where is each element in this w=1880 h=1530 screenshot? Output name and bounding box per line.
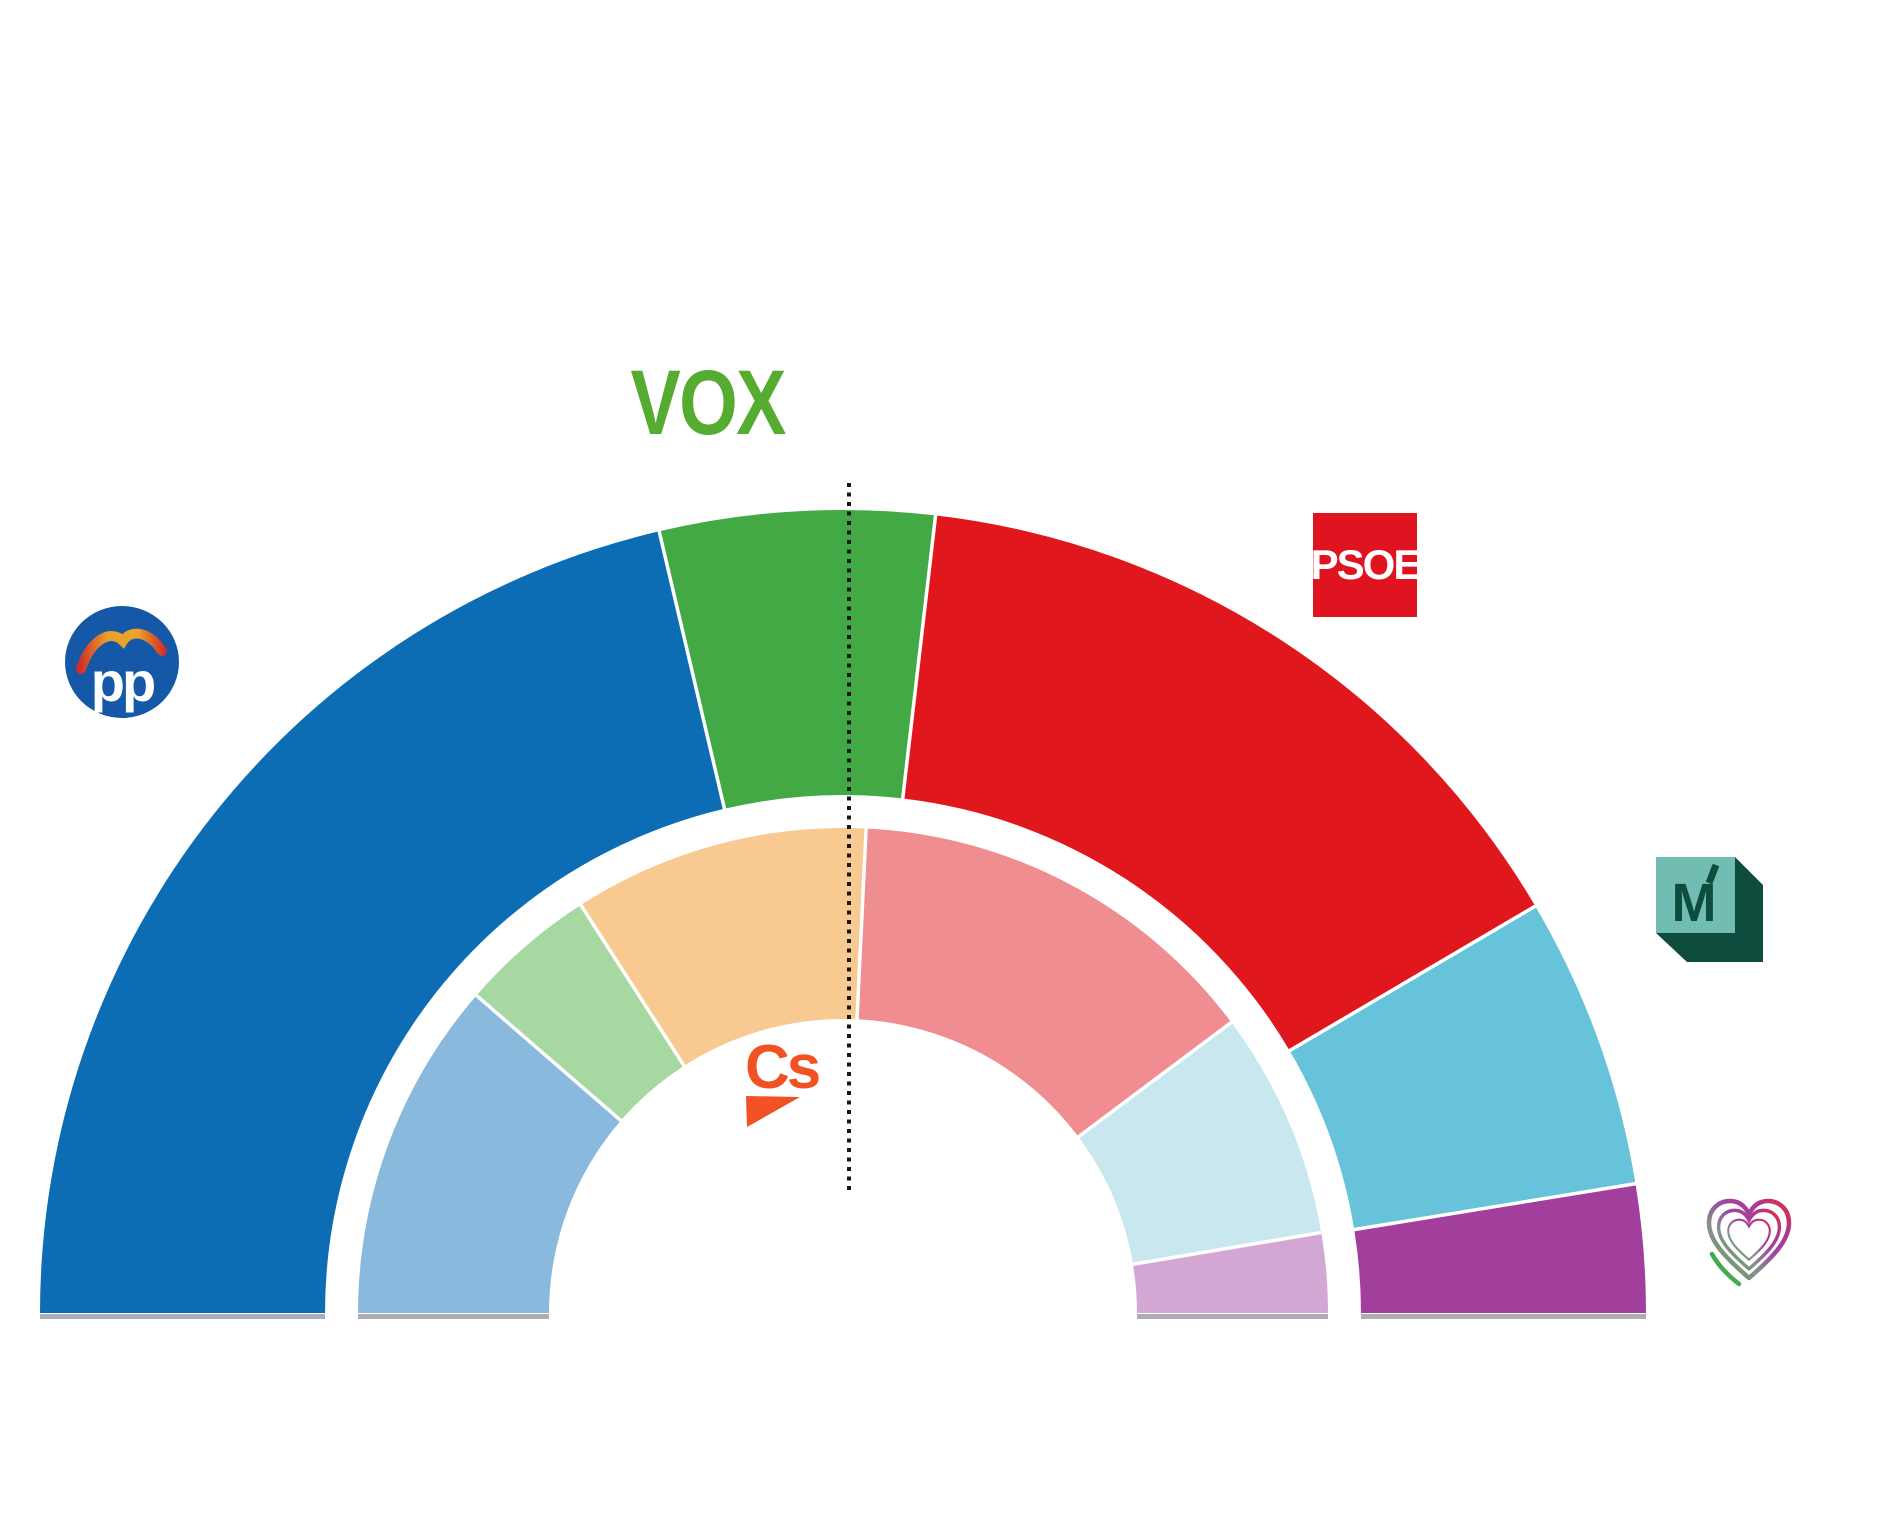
mas-madrid-accent <box>1705 863 1720 885</box>
segment-separator <box>578 902 687 1069</box>
segment-separator <box>656 528 727 812</box>
segment-inner-pp <box>358 995 621 1313</box>
cs-logo: Cs <box>745 1034 822 1127</box>
segment-outer-vox <box>659 510 936 809</box>
segment-inner-unidas-podemos <box>1132 1232 1328 1313</box>
segment-separator <box>855 826 868 1022</box>
vox-logo-text: VOX <box>630 351 786 443</box>
mas-madrid-square <box>1656 857 1735 933</box>
baseline <box>1361 1314 1646 1319</box>
podemos-heart-outer <box>1706 1198 1792 1281</box>
pp-logo: pp <box>65 606 179 718</box>
podemos-heart-icon <box>1706 1198 1792 1287</box>
segment-inner-mas-madrid <box>1078 1022 1322 1265</box>
segment-separator <box>1287 903 1538 1054</box>
psoe-logo: PSOE <box>1310 513 1422 617</box>
segment-outer-mas-madrid <box>1289 906 1636 1230</box>
podemos-heart-green-swoosh <box>1709 1251 1742 1287</box>
ring-baselines <box>40 1314 1646 1319</box>
pp-logo-text: pp <box>91 650 154 713</box>
segment-separator <box>900 513 938 801</box>
segment-separator <box>473 992 624 1124</box>
baseline <box>40 1314 325 1319</box>
cs-flag-icon <box>746 1096 800 1127</box>
segment-inner-cs <box>580 827 867 1066</box>
podemos-heart-middle <box>1716 1208 1782 1271</box>
inner-ring <box>358 826 1328 1313</box>
segment-outer-pp <box>39 531 725 1313</box>
segment-separator <box>1130 1230 1324 1267</box>
segment-separator <box>1352 1181 1638 1232</box>
mas-madrid-m-text: M <box>1672 873 1717 933</box>
segment-separator <box>1075 1019 1234 1140</box>
segment-outer-unidas-podemos <box>1354 1183 1646 1313</box>
psoe-logo-text: PSOE <box>1310 541 1422 588</box>
podemos-heart-inner <box>1727 1218 1771 1261</box>
cs-logo-text: Cs <box>745 1034 819 1102</box>
baseline <box>358 1314 549 1319</box>
mas-madrid-logo: M <box>1656 857 1763 962</box>
segment-inner-psoe <box>857 828 1232 1137</box>
segment-outer-psoe <box>902 515 1536 1051</box>
segment-inner-vox <box>476 905 685 1121</box>
outer-ring <box>39 510 1646 1313</box>
vox-logo: VOX <box>630 351 788 443</box>
baseline <box>1137 1314 1328 1319</box>
pp-seagull-icon <box>76 628 167 674</box>
